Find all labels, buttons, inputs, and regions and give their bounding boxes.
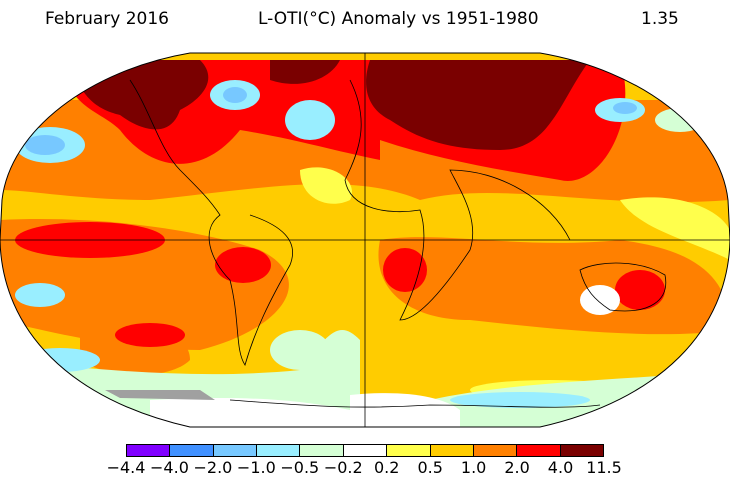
anomaly-map xyxy=(0,52,730,428)
colorbar xyxy=(126,444,604,457)
colorbar-ticks: −4.4 −4.0 −2.0 −1.0 −0.5 −0.2 0.2 0.5 1.0 2.0 4.0 1… xyxy=(0,458,730,480)
colorbar-swatch xyxy=(213,445,258,456)
map-title: L-OTI(°C) Anomaly vs 1951-1980 xyxy=(258,9,539,29)
colorbar-tick-label: −4.4 xyxy=(106,458,146,477)
colorbar-swatch xyxy=(170,445,214,456)
global-mean-value: 1.35 xyxy=(641,9,679,29)
colorbar-tick-label: −1.0 xyxy=(236,458,276,477)
colorbar-tick-label: 2.0 xyxy=(504,458,530,477)
colorbar-swatch xyxy=(257,445,301,456)
coastlines xyxy=(129,79,667,408)
colorbar-swatch xyxy=(517,445,561,456)
colorbar-tick-label: −2.0 xyxy=(193,458,233,477)
date-label: February 2016 xyxy=(45,9,169,29)
colorbar-tick-label: 1.0 xyxy=(460,458,487,477)
colorbar-swatch xyxy=(343,445,388,456)
colorbar-tick-label: 0.5 xyxy=(417,458,443,477)
colorbar-swatch xyxy=(560,445,603,456)
colorbar-swatch xyxy=(127,445,171,456)
colorbar-tick-label: −0.5 xyxy=(280,458,320,477)
colorbar-swatch xyxy=(387,445,431,456)
colorbar-swatch xyxy=(430,445,474,456)
colorbar-tick-label: 11.5 xyxy=(586,458,622,477)
colorbar-tick-label: −0.2 xyxy=(323,458,363,477)
colorbar-swatch xyxy=(300,445,344,456)
colorbar-tick-label: 0.2 xyxy=(373,458,400,477)
colorbar-tick-label: −4.0 xyxy=(150,458,189,477)
colorbar-tick-label: 4.0 xyxy=(547,458,574,477)
colorbar-swatch xyxy=(473,445,518,456)
